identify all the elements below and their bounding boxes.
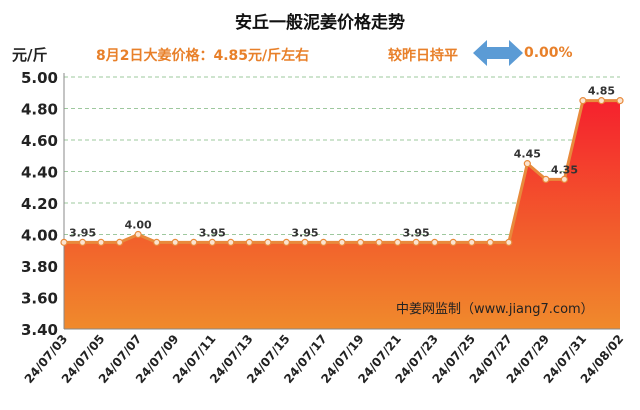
y-tick-label: 3.40 [21, 321, 58, 339]
data-point [560, 175, 569, 183]
data-label: 4.00 [125, 219, 152, 232]
y-tick-label: 4.20 [21, 195, 58, 213]
data-point [97, 238, 105, 246]
y-axis-unit: 元/斤 [12, 46, 48, 64]
data-point [245, 238, 253, 246]
data-point [134, 230, 142, 239]
data-point [264, 238, 272, 246]
data-label: 3.95 [291, 226, 318, 239]
price-note: 8月2日大姜价格：4.85元/斤左右 [96, 48, 310, 64]
price-area [64, 100, 620, 329]
y-tick-label: 4.60 [21, 132, 58, 150]
data-point [468, 238, 476, 246]
data-label: 4.45 [514, 148, 541, 161]
data-point [579, 97, 587, 105]
data-point [282, 238, 290, 246]
data-point [319, 238, 328, 246]
data-point [616, 97, 624, 105]
watermark-text: 中姜网监制（www.jiang7.com） [396, 302, 594, 317]
data-point [597, 97, 606, 105]
y-tick-label: 4.00 [21, 227, 58, 245]
data-point [115, 238, 124, 246]
data-point [338, 238, 346, 246]
y-tick-label: 3.80 [21, 258, 58, 276]
data-label: 4.35 [551, 163, 578, 176]
y-tick-label: 5.00 [21, 69, 58, 87]
y-tick-label: 3.60 [21, 290, 58, 308]
data-point [227, 238, 235, 246]
data-point [356, 238, 365, 246]
data-point [375, 238, 383, 246]
data-label: 3.95 [403, 226, 430, 239]
data-point [449, 238, 457, 246]
y-tick-label: 4.80 [21, 101, 58, 119]
change-value: 0.00% [524, 45, 573, 61]
data-point [171, 238, 179, 246]
data-label: 3.95 [69, 226, 96, 239]
double-headed-arrow-icon [473, 40, 523, 66]
data-point [301, 238, 309, 246]
y-tick-label: 4.40 [21, 164, 58, 182]
data-point [208, 238, 216, 246]
data-point [523, 160, 531, 168]
chart-title: 安丘一般泥姜价格走势 [235, 13, 405, 33]
data-point [190, 238, 198, 246]
data-point [431, 238, 439, 246]
data-label: 4.85 [588, 85, 615, 98]
data-point [486, 238, 494, 246]
data-point [60, 238, 68, 246]
data-label: 3.95 [199, 226, 226, 239]
data-point [78, 238, 87, 246]
data-point [153, 238, 161, 246]
data-point [394, 238, 402, 246]
data-point [505, 238, 513, 246]
data-point [542, 175, 550, 183]
data-point [412, 238, 420, 246]
change-label: 较昨日持平 [388, 48, 458, 64]
